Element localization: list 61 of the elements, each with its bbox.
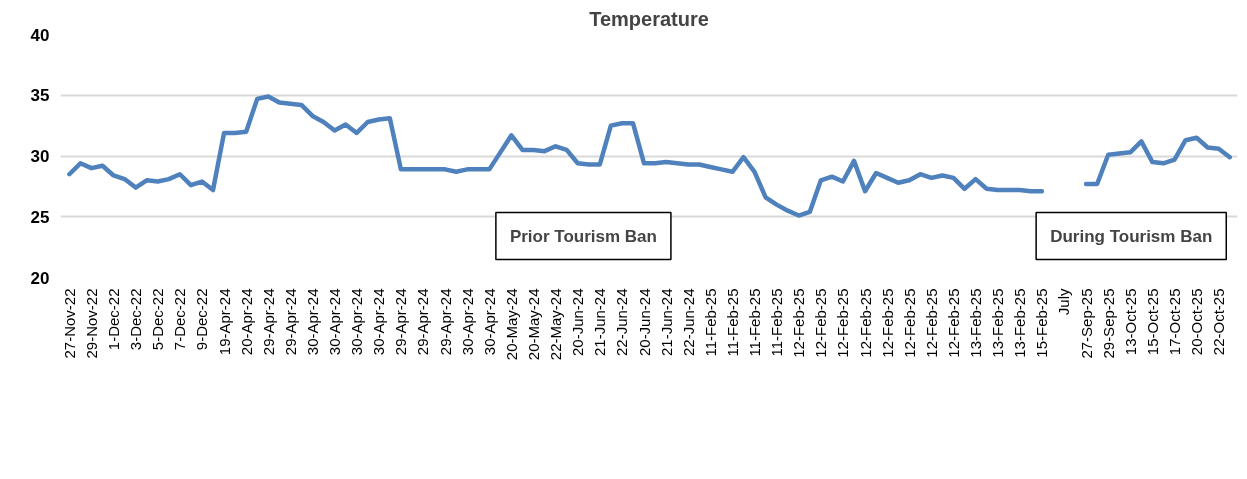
x-tick-label: 12-Feb-25	[922, 288, 940, 358]
x-tick-label: 12-Feb-25	[900, 288, 918, 358]
x-tick-label: 5-Dec-22	[149, 288, 167, 351]
x-tick-label: 30-Apr-24	[370, 288, 388, 356]
x-tick-label: 29-Apr-24	[281, 288, 299, 356]
x-tick-label: 29-Sep-25	[1099, 288, 1117, 359]
x-tick-label: 7-Dec-22	[171, 288, 189, 351]
x-tick-label: 12-Feb-25	[812, 288, 830, 358]
x-tick-label: 13-Oct-25	[1121, 288, 1139, 356]
x-tick-label: 20-May-24	[525, 288, 543, 361]
x-tick-label: 13-Feb-25	[967, 288, 985, 358]
x-tick-label: 13-Feb-25	[1011, 288, 1029, 358]
x-tick-label: 22-Jun-24	[679, 288, 697, 357]
x-tick-label: 1-Dec-22	[105, 288, 123, 351]
x-tick-label: 11-Feb-25	[768, 288, 786, 357]
x-tick-label: 30-Apr-24	[458, 288, 476, 356]
x-tick-label: 9-Dec-22	[193, 288, 211, 351]
y-tick-label: 40	[30, 25, 50, 45]
x-tick-label: 29-Apr-24	[436, 288, 454, 356]
x-tick-label: 22-May-24	[547, 288, 565, 361]
x-tick-label: 22-Oct-25	[1210, 288, 1228, 356]
y-tick-label: 25	[30, 207, 50, 227]
x-tick-label: 12-Feb-25	[856, 288, 874, 358]
x-tick-label: 27-Nov-22	[60, 288, 78, 359]
x-tick-label: 30-Apr-24	[348, 288, 366, 356]
x-tick-label: 15-Oct-25	[1143, 288, 1161, 356]
x-tick-label: 12-Feb-25	[834, 288, 852, 358]
x-tick-label: 29-Apr-24	[259, 288, 277, 356]
x-tick-label: 20-Jun-24	[569, 288, 587, 357]
x-tick-label: 20-Oct-25	[1188, 288, 1206, 356]
x-tick-label: 29-Apr-24	[392, 288, 410, 356]
x-tick-label: 11-Feb-25	[701, 288, 719, 357]
annotation: Prior Tourism Ban	[509, 226, 657, 246]
x-tick-label: 3-Dec-22	[127, 288, 145, 351]
x-tick-label: 29-Nov-22	[82, 288, 100, 359]
x-tick-label: 30-Apr-24	[480, 288, 498, 356]
y-tick-label: 35	[30, 86, 50, 106]
x-tick-label: 17-Oct-25	[1166, 288, 1184, 356]
chart-title: Temperature	[589, 7, 709, 30]
x-tick-label: 21-Jun-24	[657, 288, 675, 357]
y-tick-label: 20	[30, 268, 50, 288]
x-tick-label: 30-Apr-24	[326, 288, 344, 356]
x-tick-label: 20-Apr-24	[237, 288, 255, 356]
y-tick-label: 30	[30, 147, 50, 166]
x-tick-label: 21-Jun-24	[591, 288, 609, 357]
x-tick-label: July	[1055, 288, 1073, 316]
x-tick-label: 13-Feb-25	[989, 288, 1007, 358]
annotation: During Tourism Ban	[1050, 226, 1213, 246]
x-tick-label: 27-Sep-25	[1077, 288, 1095, 359]
x-tick-label: 12-Feb-25	[944, 288, 962, 358]
x-tick-label: 12-Feb-25	[790, 288, 808, 358]
x-tick-label: 12-Feb-25	[878, 288, 896, 358]
x-tick-label: 20-May-24	[502, 288, 520, 361]
x-tick-label: 11-Feb-25	[723, 288, 741, 357]
x-tick-label: 11-Feb-25	[746, 288, 764, 357]
x-tick-label: 20-Jun-24	[635, 288, 653, 357]
x-tick-label: 22-Jun-24	[613, 288, 631, 357]
x-tick-label: 30-Apr-24	[303, 288, 321, 356]
x-tick-label: 29-Apr-24	[414, 288, 432, 356]
x-tick-label: 19-Apr-24	[215, 288, 233, 356]
x-tick-label: 15-Feb-25	[1033, 288, 1051, 358]
